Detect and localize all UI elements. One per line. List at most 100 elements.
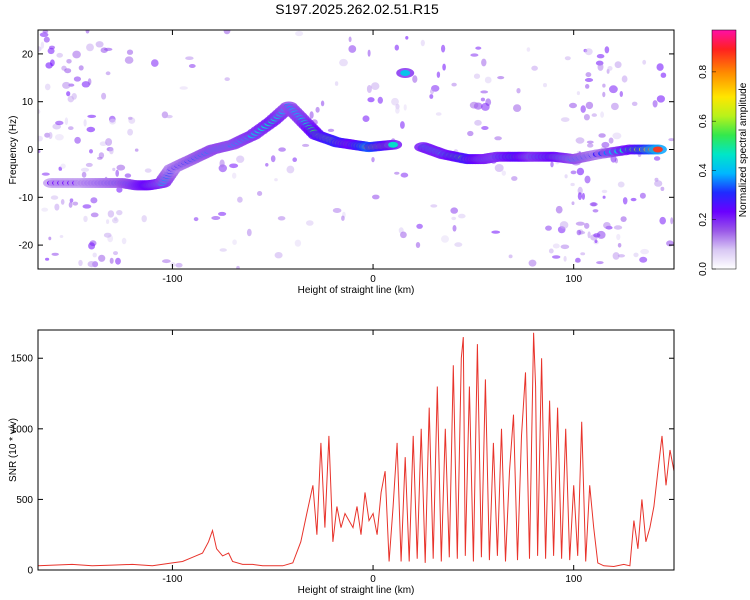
- noise-speck: [435, 112, 442, 116]
- noise-speck: [621, 75, 628, 83]
- noise-speck: [39, 32, 49, 37]
- noise-speck: [218, 211, 227, 216]
- noise-speck: [607, 66, 613, 71]
- noise-speck: [78, 259, 83, 267]
- noise-speck: [372, 194, 380, 200]
- noise-speck: [236, 265, 240, 269]
- noise-speck: [86, 126, 96, 133]
- noise-speck: [511, 176, 518, 181]
- noise-speck: [232, 172, 237, 179]
- y-tick-label: 1000: [11, 424, 34, 435]
- noise-speck: [604, 46, 610, 54]
- noise-speck: [596, 54, 605, 59]
- noise-speck: [348, 36, 352, 43]
- snr-frame: [37, 329, 675, 571]
- noise-speck: [211, 216, 221, 220]
- noise-speck: [88, 242, 96, 250]
- noise-speck: [654, 180, 663, 187]
- noise-speck: [277, 216, 286, 221]
- noise-speck: [403, 104, 407, 111]
- noise-speck: [85, 30, 90, 34]
- noise-speck: [602, 195, 606, 199]
- noise-speck: [309, 111, 314, 119]
- y-tick-label: 1500: [11, 354, 34, 365]
- noise-speck: [612, 132, 622, 140]
- noise-speck: [302, 143, 310, 147]
- noise-speck: [101, 92, 107, 100]
- noise-speck: [581, 192, 586, 200]
- noise-speck: [458, 213, 466, 219]
- noise-speck: [450, 207, 459, 214]
- noise-speck: [552, 255, 561, 259]
- noise-speck: [670, 217, 674, 225]
- noise-speck: [72, 50, 81, 59]
- noise-speck: [151, 59, 159, 67]
- snr-series-line: [38, 332, 674, 568]
- noise-speck: [555, 205, 563, 214]
- noise-speck: [531, 65, 538, 71]
- noise-speck: [45, 257, 50, 261]
- noise-speck: [89, 149, 93, 154]
- noise-speck: [596, 261, 604, 265]
- noise-speck: [72, 201, 79, 206]
- noise-speck: [366, 85, 372, 93]
- noise-speck: [652, 100, 658, 108]
- noise-speck: [107, 210, 115, 218]
- noise-speck: [602, 91, 606, 98]
- noise-speck: [620, 216, 627, 223]
- noise-speck: [41, 172, 50, 176]
- snr-x-axis-label: Height of straight line (km): [298, 585, 415, 596]
- noise-speck: [596, 230, 606, 239]
- y-tick-label: 10: [22, 97, 34, 108]
- noise-speck: [294, 239, 302, 247]
- noise-speck: [87, 114, 97, 118]
- noise-speck: [575, 221, 585, 226]
- noise-speck: [480, 90, 489, 94]
- noise-speck: [112, 167, 116, 172]
- noise-speck: [653, 156, 661, 161]
- noise-speck: [526, 47, 531, 52]
- noise-speck: [601, 189, 608, 194]
- noise-speck: [659, 216, 666, 225]
- noise-speck: [87, 78, 92, 86]
- noise-speck: [564, 174, 568, 179]
- ridge-point: [388, 141, 399, 148]
- noise-speck: [668, 138, 674, 142]
- noise-speck: [103, 232, 112, 238]
- noise-speck: [68, 126, 74, 130]
- noise-speck: [617, 181, 625, 188]
- noise-speck: [585, 72, 592, 78]
- noise-speck: [82, 204, 92, 209]
- noise-speck: [60, 163, 66, 169]
- noise-speck: [474, 119, 482, 126]
- noise-speck: [441, 235, 449, 243]
- noise-speck: [442, 63, 446, 71]
- colorbar-label: Normalized spectral amplitude: [738, 82, 749, 217]
- noise-speck: [576, 91, 581, 96]
- snr-y-axis-label: SNR (10 * v/v): [8, 418, 19, 482]
- noise-speck: [237, 196, 243, 203]
- noise-speck: [59, 235, 64, 238]
- noise-speck: [481, 126, 489, 130]
- noise-speck: [608, 137, 614, 144]
- noise-speck: [109, 146, 114, 155]
- noise-speck: [400, 121, 405, 129]
- noise-speck: [430, 204, 438, 208]
- noise-speck: [589, 202, 598, 207]
- noise-speck: [185, 56, 194, 60]
- noise-speck: [587, 143, 594, 148]
- noise-speck: [603, 222, 611, 229]
- noise-speck: [315, 106, 320, 113]
- noise-speck: [597, 63, 604, 71]
- noise-speck: [90, 197, 98, 204]
- y-tick-label: 500: [16, 495, 33, 506]
- noise-speck: [571, 201, 575, 205]
- noise-speck: [470, 53, 479, 57]
- noise-speck: [583, 114, 590, 121]
- noise-speck: [116, 186, 123, 193]
- noise-speck: [473, 73, 481, 79]
- noise-speck: [429, 94, 434, 99]
